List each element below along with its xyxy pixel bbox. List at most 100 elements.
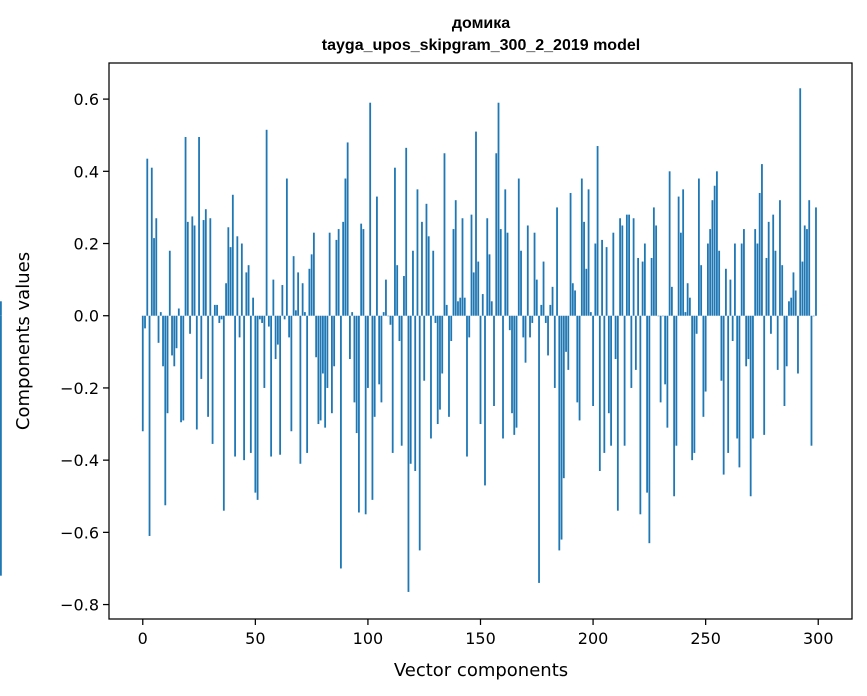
bar: [776, 315, 779, 370]
bar: [310, 254, 313, 316]
bar: [522, 315, 525, 338]
bar: [576, 315, 579, 403]
bar: [202, 220, 205, 316]
bar: [335, 239, 338, 316]
bar: [628, 214, 630, 316]
bar: [0, 301, 2, 316]
bar: [439, 315, 441, 410]
bar: [477, 261, 480, 316]
y-axis-ticks: −0.8 −0.6 −0.4 −0.2 0.0 0.2 0.4 0.6: [60, 90, 109, 615]
bar: [177, 308, 180, 316]
bar: [720, 315, 723, 381]
bar: [657, 315, 660, 317]
bar: [371, 315, 374, 500]
bar: [551, 286, 554, 316]
bar: [673, 315, 676, 497]
bar: [785, 315, 788, 367]
bar: [745, 315, 748, 367]
bar: [797, 315, 799, 374]
bar: [605, 247, 608, 316]
bar: [209, 218, 212, 316]
bar: [387, 315, 390, 317]
bar: [245, 272, 248, 316]
bar: [373, 315, 376, 417]
bar: [565, 315, 567, 352]
bar: [612, 232, 615, 316]
bar: [231, 194, 234, 316]
bar: [772, 214, 775, 316]
bar: [502, 315, 504, 439]
bar: [236, 236, 239, 316]
bar: [272, 279, 275, 316]
bar: [558, 315, 561, 551]
bar: [189, 315, 191, 334]
bar: [333, 315, 336, 367]
bar: [481, 294, 484, 316]
bar: [389, 315, 392, 325]
bar: [707, 243, 709, 316]
x-tick-label: 150: [465, 629, 496, 648]
bar: [0, 315, 2, 576]
bar: [425, 203, 428, 316]
bar: [610, 315, 612, 446]
bar: [666, 315, 669, 428]
bar: [729, 279, 732, 316]
bar: [517, 178, 520, 316]
bar: [529, 315, 531, 338]
bar: [677, 196, 680, 316]
bar: [294, 310, 297, 316]
bar: [380, 315, 383, 403]
bar: [806, 229, 808, 316]
bar: [533, 232, 536, 316]
bar: [743, 229, 745, 316]
bar: [725, 268, 727, 316]
bar: [497, 102, 500, 316]
bar: [283, 315, 286, 320]
bar: [716, 171, 718, 316]
bar: [297, 272, 300, 316]
bar: [781, 265, 784, 316]
bar: [378, 315, 381, 385]
bar: [770, 315, 772, 334]
bar: [349, 315, 351, 360]
bar: [630, 315, 633, 388]
bar: [243, 315, 245, 461]
bar: [619, 218, 621, 316]
bar: [195, 315, 198, 430]
bar: [281, 285, 284, 316]
bar: [276, 315, 279, 345]
bar: [788, 301, 790, 316]
bar: [767, 221, 770, 316]
bar: [213, 304, 216, 316]
bar: [549, 304, 552, 316]
bar: [540, 304, 543, 316]
bar: [376, 196, 378, 316]
bar: [763, 315, 766, 435]
bar: [538, 315, 540, 583]
bar: [520, 250, 522, 316]
bar: [531, 315, 534, 323]
bar: [774, 250, 777, 316]
bar: [569, 192, 572, 316]
bar: [353, 315, 356, 403]
bar: [463, 297, 466, 316]
bar: [344, 178, 347, 316]
y-tick-label: −0.4: [60, 451, 99, 470]
bar: [234, 315, 236, 457]
bar: [803, 225, 806, 316]
bar: [495, 153, 498, 316]
y-tick-label: 0.6: [74, 90, 99, 109]
bar: [198, 137, 200, 316]
bar: [704, 315, 707, 392]
bar: [337, 229, 340, 316]
bar: [265, 129, 268, 316]
bar: [475, 131, 477, 316]
bar: [400, 315, 403, 446]
bar: [747, 315, 750, 360]
bar: [731, 315, 734, 341]
bar: [306, 315, 309, 453]
bar: [490, 301, 493, 316]
bar: [220, 315, 223, 320]
bar: [655, 225, 658, 316]
